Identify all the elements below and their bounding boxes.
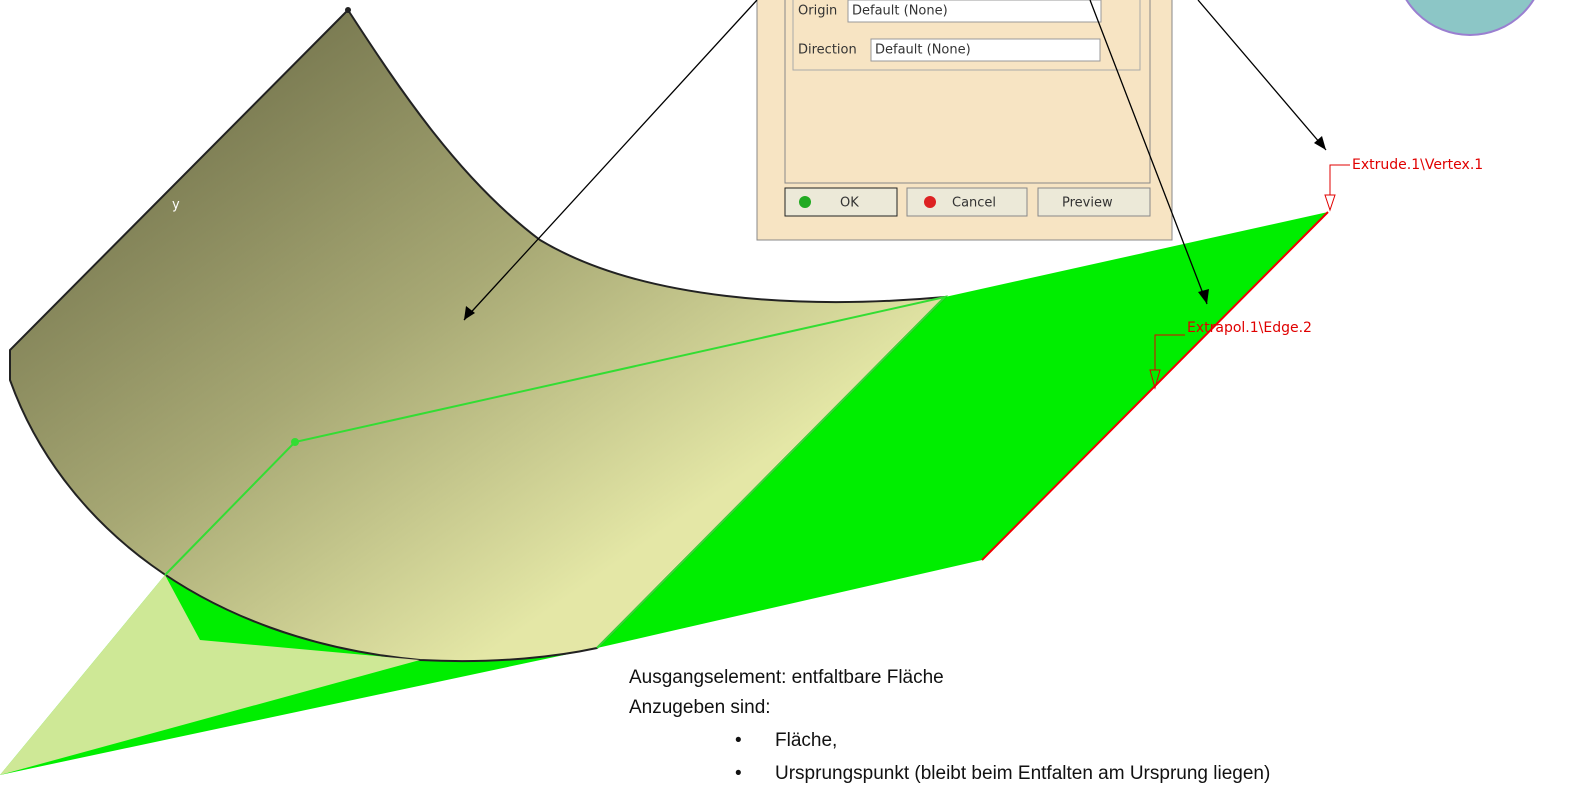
compass	[1395, 0, 1545, 35]
button-label: OK	[840, 196, 859, 211]
leader-arrow	[1325, 195, 1335, 210]
button-label: Preview	[1062, 196, 1113, 211]
bullet-text: Ursprungspunkt (bleibt beim Entfalten am…	[775, 763, 1270, 784]
leader	[1330, 165, 1350, 195]
bullet: •	[735, 730, 742, 751]
icon	[799, 196, 811, 208]
note-line: Anzugeben sind:	[629, 697, 771, 718]
field-label: Direction	[798, 43, 857, 58]
arrow	[1198, 0, 1326, 150]
vertex	[345, 7, 351, 13]
dialog: Origin Default (None) Direction Default …	[757, 0, 1172, 240]
viewport: y Extrude.1\Vertex.1 Extrapol.1\Edge.2 O…	[0, 0, 1583, 786]
note-line: Ausgangselement: entfaltbare Fläche	[629, 667, 944, 688]
vertex-label: Extrude.1\Vertex.1	[1352, 157, 1483, 173]
axis-label: y	[172, 198, 180, 213]
field-label: Origin	[798, 4, 837, 19]
page: {"dialog": {"origin_label": "Origin", "o…	[0, 0, 1583, 786]
vertex	[291, 438, 299, 446]
field-value: Default (None)	[852, 4, 948, 19]
icon	[924, 196, 936, 208]
edge-label: Extrapol.1\Edge.2	[1187, 320, 1312, 336]
bullet-text: Fläche,	[775, 730, 837, 751]
field-value: Default (None)	[875, 43, 971, 58]
button-label: Cancel	[952, 196, 996, 211]
bullet: •	[735, 763, 742, 784]
